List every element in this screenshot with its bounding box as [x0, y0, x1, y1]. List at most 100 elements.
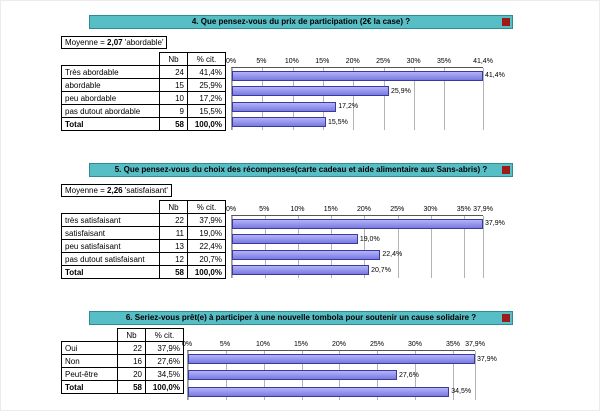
question-6-title: 6. Seriez-vous prêt(e) à participer à un… [125, 313, 477, 322]
cell-label: satisfaisant [61, 226, 160, 240]
gridline [232, 68, 233, 130]
col-header-nb: Nb [117, 328, 146, 342]
cell-nb: 58 [159, 117, 188, 131]
bar-value-label: 27,6% [399, 371, 419, 379]
bar [232, 101, 337, 112]
cell-label: Total [61, 380, 118, 394]
axis-tick-label: 35% [437, 58, 452, 65]
bar-value-label: 20,7% [371, 266, 391, 274]
col-header-pct: % cit. [187, 200, 226, 214]
cell-label: Oui [61, 341, 118, 355]
bar-value-label: 37,9% [477, 355, 497, 363]
cell-pct: 100,0% [145, 380, 184, 394]
cell-pct: 37,9% [187, 213, 226, 227]
cell-nb: 22 [117, 341, 146, 355]
cell-nb: 12 [159, 252, 188, 266]
gridline [353, 68, 355, 130]
col-header-nb: Nb [159, 200, 188, 214]
bar-chart-question-6: 0% 5% 10% 15% 20% 25% 30% 35% 37,9% 37,9% 27,6% 34… [182, 341, 497, 400]
mean-box: Moyenne = 2,26 'satisfaisant' [61, 184, 172, 197]
chart-plot: 37,9% 19,0% 22,4% 20,7% [231, 215, 505, 278]
cell-label: abordable [61, 78, 160, 92]
bar-chart-question-4: 0% 5% 10% 15% 20% 25% 30% 35% 41,4% 41,4% 25,9% 17… [226, 58, 505, 130]
bar-value-label: 17,2% [338, 103, 359, 111]
cell-pct: 100,0% [187, 117, 226, 131]
gridline [262, 68, 264, 130]
col-header-pct: % cit. [187, 52, 226, 66]
bar-row: 15,5% [232, 117, 483, 128]
gridline [415, 351, 417, 400]
table-total-row: Total 58 100,0% [61, 265, 226, 279]
col-header-nb: Nb [159, 52, 188, 66]
cell-nb: 22 [159, 213, 188, 227]
question-5-body: Moyenne = 2,26 'satisfaisant' Nb % cit. … [61, 180, 599, 279]
table-row: Peut-être 20 34,5% [61, 367, 184, 381]
question-6-left-column: Nb % cit. Oui 22 37,9% Non 16 27,6% Peut-êtr… [61, 328, 185, 394]
col-header-pct: % cit. [145, 328, 184, 342]
cell-label: Peut-être [61, 367, 118, 381]
corner-cell [62, 53, 160, 66]
table-total-row: Total 58 100,0% [61, 117, 226, 131]
mean-suffix: 'satisfaisant' [122, 186, 168, 195]
gridline [463, 216, 465, 278]
question-5-title-bar: 5. Que pensez-vous du choix des récompen… [89, 163, 513, 177]
gridline [265, 216, 267, 278]
gridline [453, 351, 455, 400]
axis-tick-label: 30% [407, 341, 422, 348]
table-row: très satisfaisant 22 37,9% [61, 213, 226, 227]
axis-tick-label: 20% [356, 206, 371, 213]
bar-value-label: 15,5% [327, 118, 348, 126]
bar-row: 34,5% [188, 386, 475, 397]
chart-axis: 0% 5% 10% 15% 20% 25% 30% 35% 37,9% [182, 341, 485, 350]
table-row: pas dutout abordable 9 15,5% [61, 104, 226, 118]
bar-row: 19,0% [232, 234, 483, 245]
cell-nb: 9 [159, 104, 188, 118]
cell-nb: 11 [159, 226, 188, 240]
bar-row: 17,2% [232, 101, 483, 112]
bar-row: 20,7% [232, 265, 483, 276]
gridline [483, 216, 484, 278]
mean-suffix: 'abordable' [122, 38, 164, 47]
table-header-row: Nb % cit. [62, 200, 226, 214]
cell-pct: 41,4% [187, 65, 226, 79]
bar-chart-question-5: 0% 5% 10% 15% 20% 25% 30% 35% 37,9% 37,9% 19,0% 22… [226, 206, 505, 278]
bar-row: 37,9% [232, 218, 505, 229]
axis-tick-label: 15% [293, 341, 308, 348]
bar-value-label: 22,4% [382, 251, 403, 259]
axis-tick-label: 5% [259, 206, 270, 213]
table-row: satisfaisant 11 19,0% [61, 226, 226, 240]
axis-tick-label: 37,9% [465, 341, 485, 348]
question-4-title-bar: 4. Que pensez-vous du prix de participat… [89, 15, 513, 29]
cell-pct: 37,9% [145, 341, 184, 355]
question-6-body: Nb % cit. Oui 22 37,9% Non 16 27,6% Peut-êtr… [61, 328, 599, 400]
table-row: Très abordable 24 41,4% [61, 65, 226, 79]
question-4-title: 4. Que pensez-vous du prix de participat… [191, 17, 411, 26]
cell-label: pas dutout satisfaisant [61, 252, 160, 266]
question-4-left-column: Moyenne = 2,07 'abordable' Nb % cit. Trè… [61, 32, 229, 131]
axis-tick-label: 25% [390, 206, 405, 213]
cell-pct: 27,6% [145, 354, 184, 368]
cell-nb: 16 [117, 354, 146, 368]
mean-prefix: Moyenne = [65, 38, 108, 47]
gridline [444, 68, 446, 130]
axis-tick-label: 5% [219, 341, 231, 348]
mean-prefix: Moyenne = [65, 186, 108, 195]
axis-tick-label: 25% [376, 58, 391, 65]
frequency-table: Nb % cit. très satisfaisant 22 37,9% satis… [61, 200, 226, 279]
cell-nb: 13 [159, 239, 188, 253]
cell-pct: 22,4% [187, 239, 226, 253]
question-section-4: 4. Que pensez-vous du prix de participat… [1, 15, 599, 131]
question-section-6: 6. Seriez-vous prêt(e) à participer à un… [1, 311, 599, 400]
cell-pct: 17,2% [187, 91, 226, 105]
bar-row: 27,6% [188, 370, 475, 381]
mean-value: 2,26 [107, 186, 123, 195]
cell-label: Total [61, 265, 160, 279]
bar-row: 25,9% [232, 86, 483, 97]
question-5-title: 5. Que pensez-vous du choix des récompen… [114, 165, 488, 174]
table-header-row: Nb % cit. [62, 52, 226, 66]
table-total-row: Total 58 100,0% [61, 380, 184, 394]
axis-tick-label: 30% [423, 206, 438, 213]
gridline [483, 68, 484, 130]
axis-tick-label: 30% [406, 58, 421, 65]
gridline [292, 68, 294, 130]
